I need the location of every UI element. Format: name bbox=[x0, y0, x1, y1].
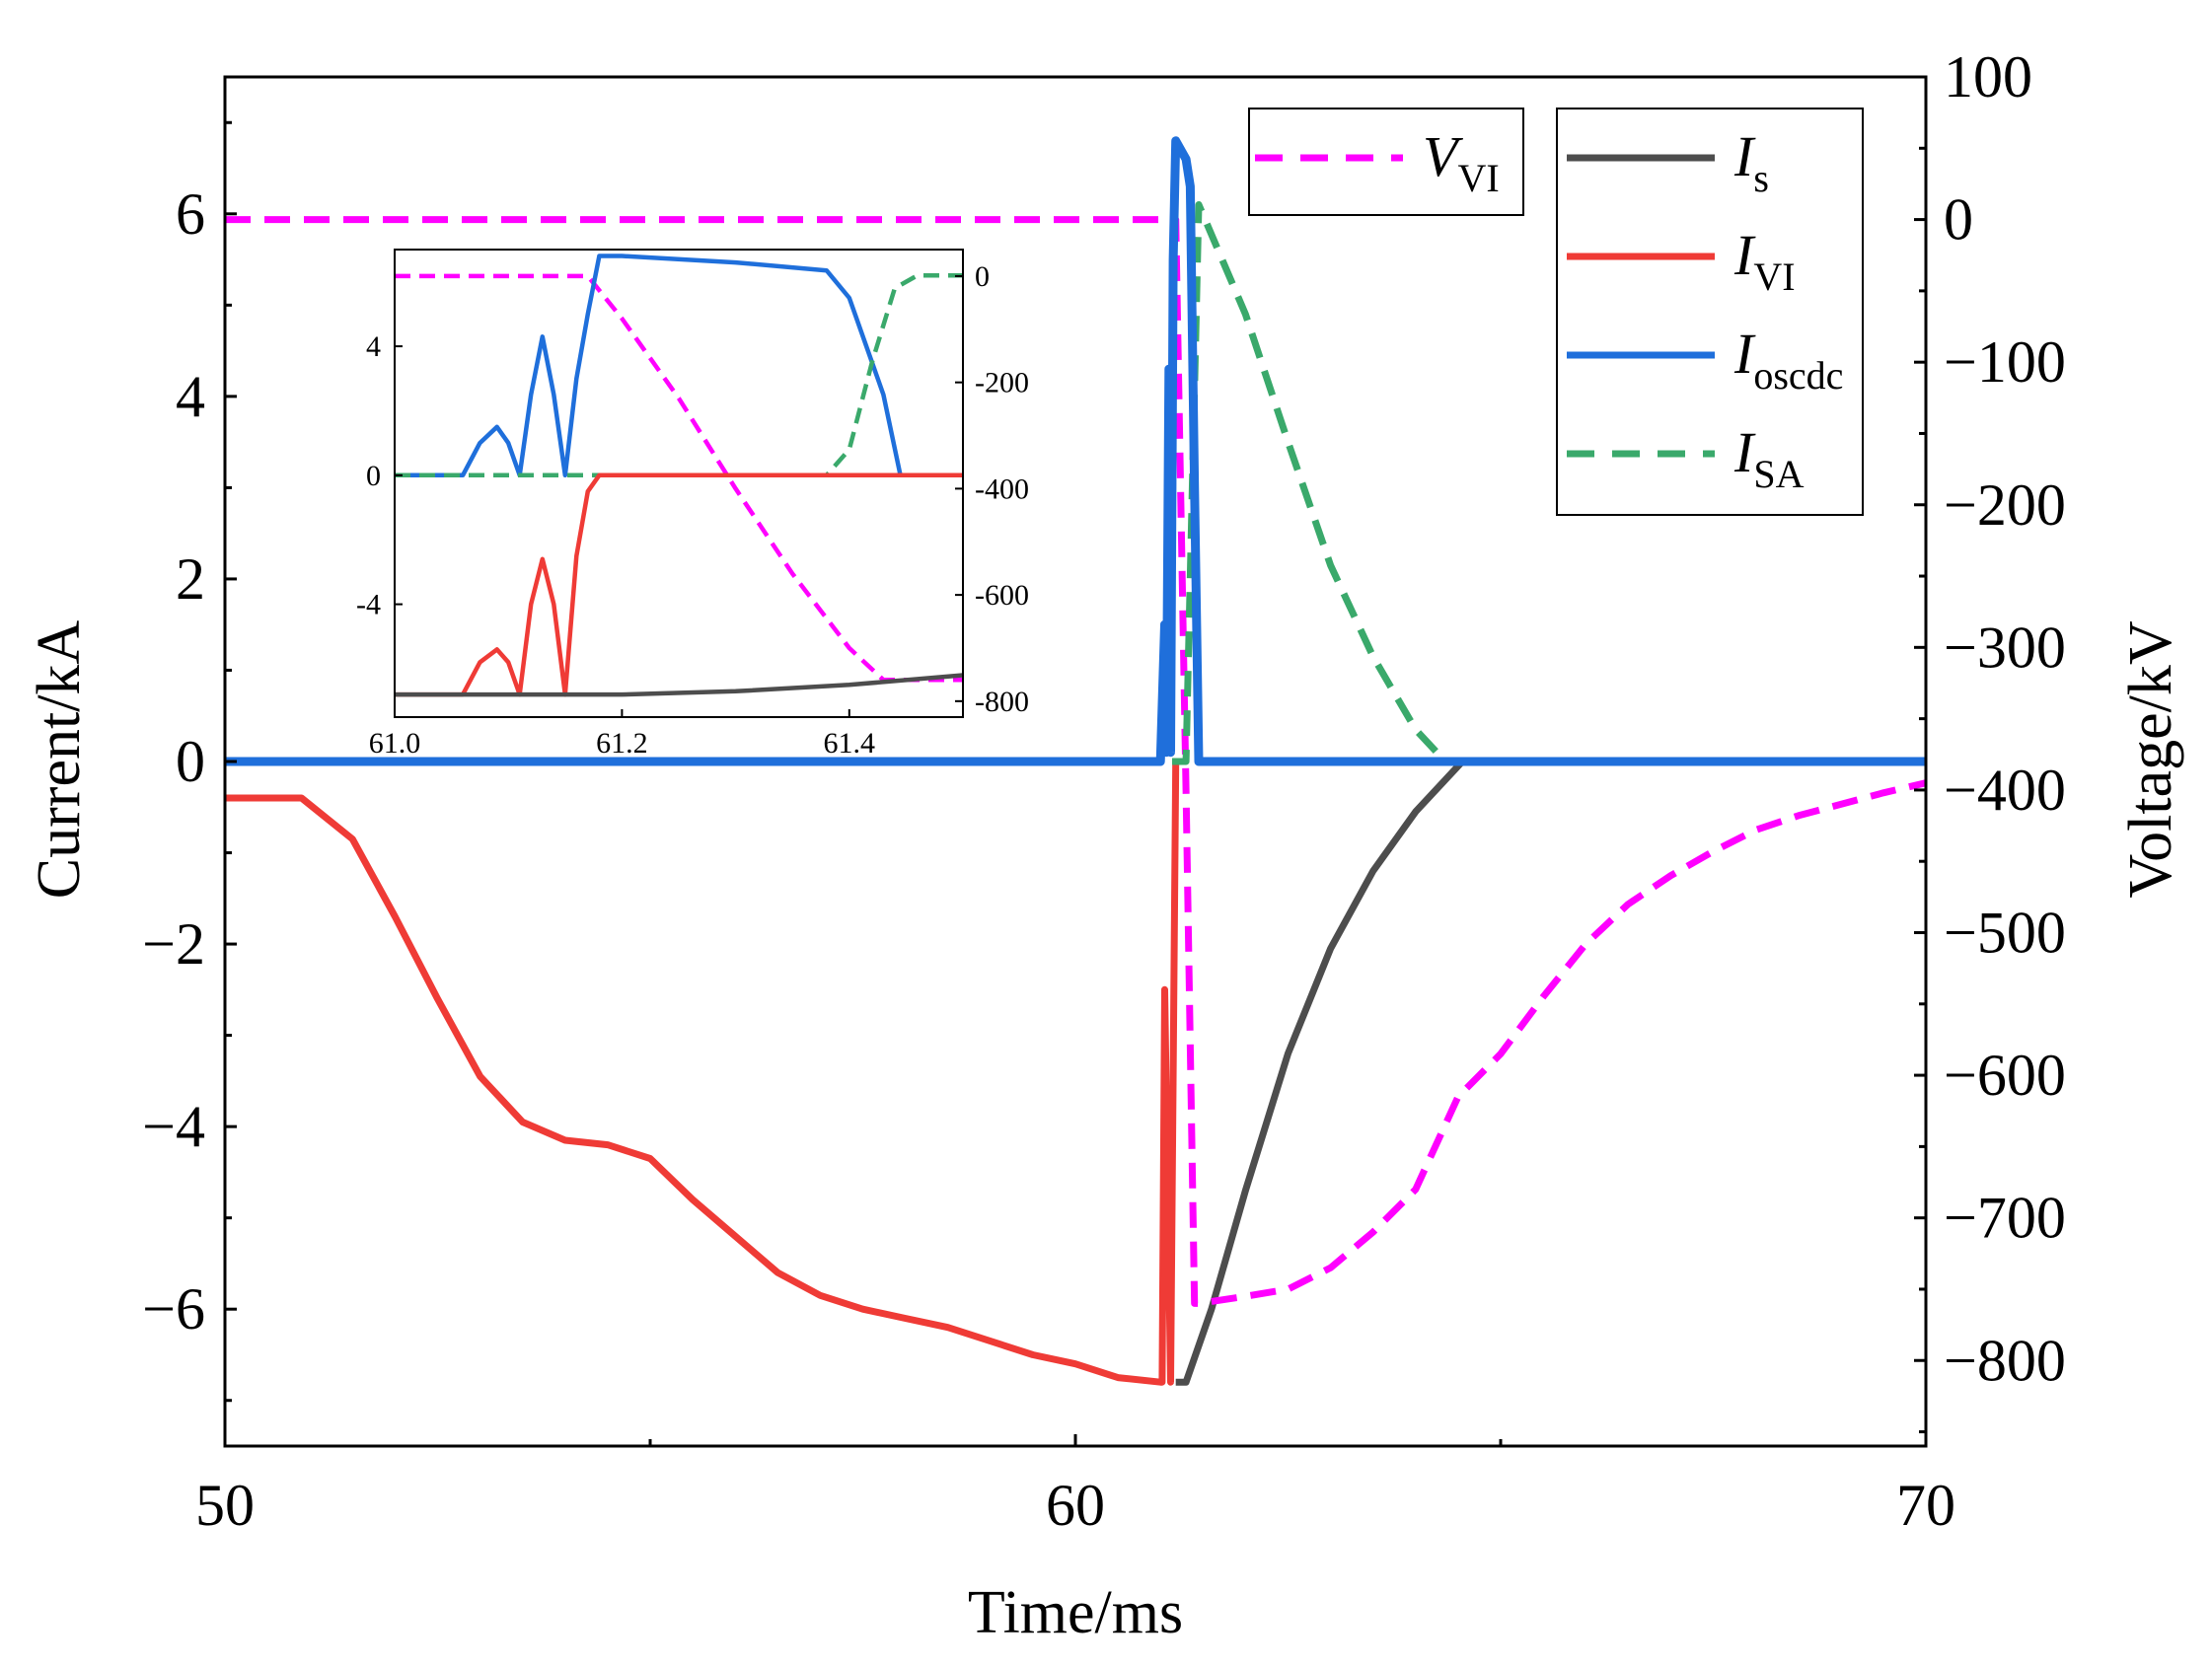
legend-entry-isa-label: ISA bbox=[1733, 420, 1805, 496]
inset-y-right-tick-label: -200 bbox=[975, 367, 1029, 399]
legend-entry-ioscdc-label-main: I bbox=[1733, 322, 1756, 386]
legend-entry-is-label: Is bbox=[1733, 124, 1769, 200]
legend-entry-ioscdc-label: Ioscdc bbox=[1733, 322, 1843, 398]
y-right-tick-label: −300 bbox=[1944, 615, 2066, 680]
y-right-tick-label: −500 bbox=[1944, 901, 2066, 966]
legend-entry-vvi-label: VVI bbox=[1423, 124, 1500, 200]
inset-y-left-tick-label: -4 bbox=[356, 589, 381, 621]
inset-x-tick-label: 61.0 bbox=[369, 727, 421, 760]
x-tick-label: 50 bbox=[195, 1473, 255, 1538]
series-line-i-oscdc bbox=[225, 136, 1926, 766]
y-right-tick-label: −400 bbox=[1944, 758, 2066, 823]
legend-entry-isa-label-main: I bbox=[1733, 420, 1756, 484]
x-tick-label: 70 bbox=[1896, 1473, 1955, 1538]
inset-group: 61.0 61.2 61.4 4 0 -4 0 -200 -400 -600 -800 bbox=[356, 249, 1029, 760]
series-line-i-vi bbox=[225, 761, 1180, 1386]
legend-currents-box bbox=[1556, 108, 1864, 516]
legend-entry-ioscdc-label-sub: oscdc bbox=[1753, 353, 1843, 398]
y-left-axis-title: Current/kA bbox=[26, 620, 93, 900]
y-left-tick-label: 2 bbox=[176, 546, 205, 612]
legend-entry-ivi-label-sub: VI bbox=[1753, 254, 1795, 299]
inset-y-right-tick-label: -600 bbox=[975, 579, 1029, 612]
inset-background bbox=[395, 250, 963, 717]
inset-y-left-tick-label: 4 bbox=[366, 330, 381, 363]
inset-y-left-tick-label: 0 bbox=[366, 460, 381, 492]
y-left-tick-label: −2 bbox=[142, 911, 205, 977]
y-left-tick-label: 4 bbox=[176, 364, 205, 429]
legend-entry-is-label-sub: s bbox=[1753, 156, 1769, 200]
legend-entry-vvi-label-main: V bbox=[1423, 124, 1464, 188]
inset-series-line-i-oscdc bbox=[395, 254, 963, 478]
series-line-v-vi bbox=[225, 216, 1927, 1307]
legend-vvi: VVI bbox=[1248, 108, 1524, 216]
inset-series-line-i-s bbox=[395, 673, 963, 697]
y-right-tick-label: −800 bbox=[1944, 1328, 2066, 1393]
inset-x-tick-label: 61.2 bbox=[596, 727, 648, 760]
y-right-tick-label: 0 bbox=[1944, 187, 1973, 253]
inset-x-tick-label: 61.4 bbox=[824, 727, 876, 760]
legend-entry-ivi-label: IVI bbox=[1733, 223, 1796, 299]
inset-series-group bbox=[395, 254, 963, 697]
legend-vvi-box bbox=[1248, 108, 1524, 216]
main-axes-group: 50 60 70 −6 −4 −2 0 2 4 6 100 0 −100 −200 −300 −400 −500… bbox=[142, 44, 2066, 1538]
inset-y-right-tick-label: -800 bbox=[975, 686, 1029, 718]
inset-series-line-v-vi bbox=[395, 273, 963, 683]
legend-entry-isa-label-sub: SA bbox=[1753, 452, 1804, 496]
y-left-tick-label: −4 bbox=[142, 1094, 205, 1159]
x-axis-title: Time/ms bbox=[968, 1579, 1183, 1646]
inset-series-line-i-vi bbox=[395, 472, 963, 697]
x-tick-label: 60 bbox=[1046, 1473, 1105, 1538]
y-right-tick-label: 100 bbox=[1944, 44, 2032, 109]
y-right-axis-title: Voltage/kV bbox=[2117, 620, 2184, 898]
y-right-tick-label: −100 bbox=[1944, 329, 2066, 395]
y-right-tick-label: −700 bbox=[1944, 1186, 2066, 1251]
y-right-tick-label: −200 bbox=[1944, 472, 2066, 538]
inset-y-right-tick-label: 0 bbox=[975, 260, 990, 293]
y-left-tick-label: 6 bbox=[176, 181, 205, 247]
inset-y-right-tick-label: -400 bbox=[975, 472, 1029, 505]
y-left-tick-label: 0 bbox=[176, 729, 205, 794]
inset-frame bbox=[394, 249, 964, 718]
series-line-i-s bbox=[1175, 759, 1465, 1386]
y-right-tick-label: −600 bbox=[1944, 1043, 2066, 1108]
main-series-group bbox=[225, 136, 1927, 1386]
legend-entry-is-label-main: I bbox=[1733, 124, 1756, 188]
y-left-tick-label: −6 bbox=[142, 1276, 205, 1342]
legend-entry-ivi-label-main: I bbox=[1733, 223, 1756, 287]
legend-entry-vvi-label-sub: VI bbox=[1457, 156, 1499, 200]
